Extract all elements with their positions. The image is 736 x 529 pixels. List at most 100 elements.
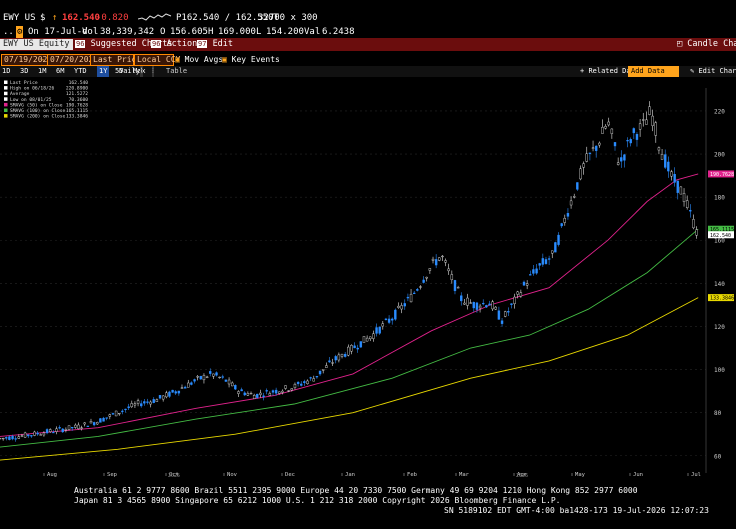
candle-body bbox=[635, 134, 639, 140]
candle-body bbox=[469, 302, 472, 304]
candle-body bbox=[347, 346, 350, 356]
ticker[interactable]: EWY US bbox=[3, 13, 36, 23]
candle-body bbox=[648, 106, 651, 115]
candle-body bbox=[114, 410, 118, 417]
candle-body bbox=[541, 258, 545, 265]
actions-menu[interactable]: 96 Actions bbox=[148, 39, 205, 50]
price-field-select[interactable]: Last Price bbox=[90, 54, 141, 66]
x-tick-label: Feb bbox=[407, 472, 417, 478]
suggested-charts-menu[interactable]: 96 Suggested Charts bbox=[72, 39, 175, 50]
related-data-button[interactable]: + Related Data bbox=[580, 67, 640, 75]
candle-body bbox=[447, 268, 450, 272]
menu-number-icon: 97 bbox=[197, 40, 208, 48]
candle-body bbox=[20, 435, 24, 437]
candle-body bbox=[516, 291, 519, 295]
candle-body bbox=[369, 336, 372, 340]
function-menu-bar: EWY US Equity 96 Suggested Charts 96 Act… bbox=[0, 38, 736, 51]
edit-chart-button[interactable]: ✎ Edit Chart bbox=[690, 66, 736, 77]
legend-value: 162.540 bbox=[69, 80, 89, 86]
frequency-select[interactable]: Daily bbox=[119, 67, 141, 75]
edit-menu[interactable]: 97 Edit bbox=[194, 39, 236, 50]
candle-body bbox=[259, 392, 262, 395]
candle-body bbox=[645, 119, 648, 125]
candle-body bbox=[325, 365, 328, 368]
period-ytd[interactable]: YTD bbox=[74, 67, 87, 75]
sma-line bbox=[0, 297, 699, 461]
end-date-field[interactable]: 07/20/2026 bbox=[47, 54, 102, 66]
table-button[interactable]: Table bbox=[166, 67, 188, 75]
period-1m[interactable]: 1M bbox=[38, 67, 47, 75]
candle-body bbox=[460, 295, 463, 302]
line-chart-icon[interactable]: ⌇ bbox=[140, 66, 144, 77]
candle-body bbox=[529, 274, 532, 276]
candle-body bbox=[695, 229, 698, 236]
candle-body bbox=[394, 309, 397, 320]
price-tag-label: 165.1115 bbox=[710, 227, 734, 233]
candle-body bbox=[591, 147, 595, 149]
candle-body bbox=[139, 403, 143, 407]
chart-icon: ◰ bbox=[677, 39, 683, 49]
candle-body bbox=[17, 436, 21, 439]
add-data-field[interactable]: Add Data bbox=[628, 66, 679, 77]
candle-body bbox=[554, 242, 557, 253]
candle-body bbox=[601, 126, 604, 134]
period-5y[interactable]: 5Y bbox=[115, 67, 124, 75]
period-6m[interactable]: 6M bbox=[56, 67, 65, 75]
candle-body bbox=[607, 121, 610, 126]
candle-body bbox=[268, 393, 272, 396]
x-tick-label: May bbox=[575, 472, 586, 478]
candle-body bbox=[23, 432, 27, 438]
candle-body bbox=[478, 305, 482, 309]
candle-chart-title[interactable]: ◰ Candle Chart bbox=[674, 39, 736, 50]
y-tick-label: 100 bbox=[714, 367, 725, 374]
candle-body bbox=[482, 302, 485, 305]
gear-icon[interactable]: ⚙ bbox=[16, 26, 24, 38]
key-events-toggle[interactable]: ▣ Key Events bbox=[222, 54, 280, 66]
candle-body bbox=[412, 292, 416, 294]
candle-body bbox=[309, 377, 312, 379]
start-date-field[interactable]: 07/19/2025 bbox=[1, 54, 56, 66]
footer-session: SN 5189102 EDT GMT-4:00 ba1428-173 19-Ju… bbox=[444, 506, 709, 515]
candles bbox=[0, 101, 698, 442]
period-max[interactable]: Max bbox=[133, 66, 146, 77]
candle-chart-icon[interactable]: ⫶ bbox=[152, 66, 154, 77]
currency-select[interactable]: Local CCY bbox=[134, 54, 180, 66]
legend-swatch bbox=[4, 114, 8, 118]
price-chart[interactable]: 60 80 100 120 140 160 180 200 220 Aug Sep Oct Nov De… bbox=[0, 78, 736, 483]
candle-body bbox=[312, 378, 315, 382]
menu-number-icon: 96 bbox=[75, 40, 86, 48]
candle-body bbox=[61, 428, 64, 433]
candle-body bbox=[74, 424, 77, 428]
period-1y[interactable]: 1Y bbox=[97, 66, 110, 77]
candle-body bbox=[569, 200, 573, 206]
candle-body bbox=[230, 382, 234, 387]
checkbox-icon: ▣ bbox=[175, 55, 180, 64]
chart-grid bbox=[0, 110, 706, 457]
candle-body bbox=[685, 200, 689, 209]
y-tick-label: 200 bbox=[714, 152, 725, 159]
candle-body bbox=[165, 392, 168, 398]
chart-toolbar: 07/19/2025 - 07/20/2026 Last Price Local… bbox=[0, 53, 736, 66]
mov-avgs-toggle[interactable]: ▣ Mov Avgs bbox=[175, 54, 223, 66]
candle-body bbox=[96, 422, 99, 425]
candle-body bbox=[193, 379, 196, 382]
period-1d[interactable]: 1D bbox=[2, 67, 11, 75]
candle-body bbox=[36, 432, 39, 435]
candle-body bbox=[334, 356, 337, 361]
edit-chart-label: Edit Chart bbox=[698, 67, 736, 75]
x-tick-label: Oct bbox=[169, 472, 179, 478]
candle-body bbox=[692, 219, 695, 229]
candle-body bbox=[400, 305, 403, 310]
legend-swatch bbox=[4, 91, 8, 96]
y-tick-label: 120 bbox=[714, 324, 725, 331]
candle-body bbox=[660, 154, 664, 160]
x-tick-label: Mar bbox=[459, 472, 470, 478]
candle-body bbox=[359, 341, 363, 348]
security-field[interactable]: EWY US Equity bbox=[0, 39, 73, 50]
candle-body bbox=[0, 437, 2, 440]
x-tick-label: Jul bbox=[691, 472, 701, 478]
candle-body bbox=[218, 376, 221, 379]
candle-body bbox=[438, 257, 441, 261]
period-3d[interactable]: 3D bbox=[20, 67, 29, 75]
